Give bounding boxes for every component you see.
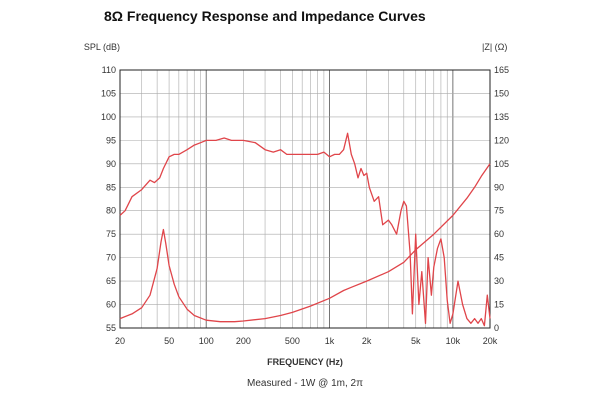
x-tick-label: 20k bbox=[483, 336, 498, 346]
y-tick-label-right: 15 bbox=[494, 300, 504, 310]
y-axis-label-right: |Z| (Ω) bbox=[482, 42, 507, 52]
measurement-note: Measured - 1W @ 1m, 2π bbox=[247, 378, 363, 389]
y-tick-label-right: 30 bbox=[494, 276, 504, 286]
y-tick-label-right: 90 bbox=[494, 182, 504, 192]
y-tick-label-right: 150 bbox=[494, 88, 509, 98]
spl-line bbox=[119, 132, 491, 327]
y-tick-label-left: 105 bbox=[101, 88, 116, 98]
y-tick-label-left: 85 bbox=[106, 182, 116, 192]
y-tick-label-right: 135 bbox=[494, 112, 509, 122]
x-tick-label: 50 bbox=[164, 336, 174, 346]
impedance-line bbox=[119, 163, 491, 323]
tick-labels: 20 50 100 200 500 1k 2k 5k 10k 20k 55 60 65 70 75 80 85 9… bbox=[101, 65, 509, 346]
x-tick-label: 10k bbox=[446, 336, 461, 346]
y-tick-label-left: 80 bbox=[106, 206, 116, 216]
x-tick-label: 5k bbox=[411, 336, 421, 346]
y-tick-label-left: 110 bbox=[102, 65, 116, 75]
x-tick-label: 20 bbox=[115, 336, 125, 346]
y-tick-label-left: 100 bbox=[101, 112, 116, 122]
y-tick-label-left: 70 bbox=[106, 253, 116, 263]
y-tick-label-right: 120 bbox=[494, 135, 509, 145]
x-axis-label: FREQUENCY (Hz) bbox=[267, 357, 343, 367]
y-tick-label-right: 105 bbox=[494, 159, 509, 169]
x-tick-label: 100 bbox=[199, 336, 214, 346]
y-tick-label-right: 165 bbox=[494, 65, 509, 75]
y-tick-label-right: 0 bbox=[494, 323, 499, 333]
series-layer bbox=[119, 132, 491, 327]
y-tick-label-left: 65 bbox=[106, 276, 116, 286]
x-tick-label: 200 bbox=[236, 336, 251, 346]
y-tick-label-right: 45 bbox=[494, 253, 504, 263]
y-tick-label-left: 60 bbox=[106, 300, 116, 310]
x-tick-label: 2k bbox=[362, 336, 372, 346]
x-tick-label: 500 bbox=[285, 336, 300, 346]
y-tick-label-right: 60 bbox=[494, 229, 504, 239]
x-tick-label: 1k bbox=[325, 336, 335, 346]
y-tick-label-left: 55 bbox=[106, 323, 116, 333]
y-tick-label-left: 90 bbox=[106, 159, 116, 169]
y-tick-label-right: 75 bbox=[494, 206, 504, 216]
y-tick-label-left: 95 bbox=[106, 135, 116, 145]
y-axis-label-left: SPL (dB) bbox=[84, 42, 120, 52]
plot-frame bbox=[119, 69, 491, 329]
y-tick-label-left: 75 bbox=[106, 229, 116, 239]
chart-title: 8Ω Frequency Response and Impedance Curv… bbox=[104, 8, 426, 24]
